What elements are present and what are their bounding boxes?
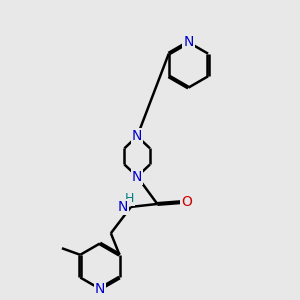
Text: N: N <box>183 35 194 49</box>
Text: H: H <box>124 192 134 205</box>
Text: N: N <box>132 129 142 143</box>
Text: O: O <box>181 195 192 209</box>
Text: N: N <box>132 169 142 184</box>
Text: N: N <box>95 282 105 296</box>
Text: N: N <box>118 200 128 214</box>
